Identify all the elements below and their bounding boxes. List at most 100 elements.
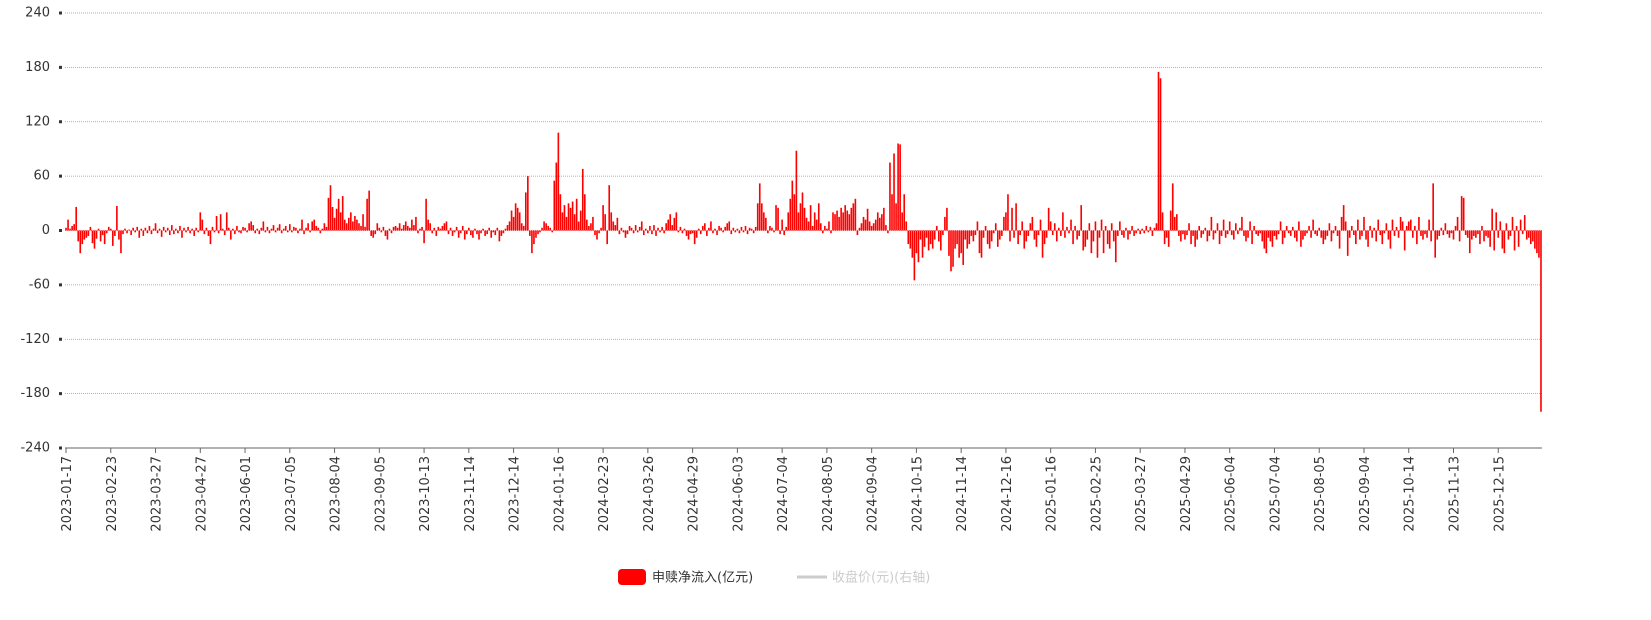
bar — [101, 230, 104, 236]
bar — [1051, 230, 1054, 236]
bar — [899, 144, 901, 231]
bar — [793, 194, 796, 231]
bar — [1381, 230, 1384, 245]
bar — [551, 230, 554, 233]
bar — [1523, 215, 1526, 231]
bar — [1131, 225, 1133, 231]
bar — [225, 212, 228, 231]
bar — [850, 207, 853, 231]
bar — [583, 194, 586, 231]
bar — [508, 221, 511, 231]
legend-label[interactable]: 申赎净流入(亿元) — [652, 571, 753, 586]
bar — [1513, 230, 1516, 251]
bar — [1338, 230, 1341, 249]
bar — [903, 194, 906, 231]
bar — [1228, 221, 1231, 231]
bar — [270, 228, 273, 231]
bar — [1322, 230, 1325, 245]
bar — [854, 198, 857, 231]
bar — [1346, 230, 1349, 256]
bar — [1265, 230, 1268, 254]
x-tick-label: 2023-03-27 — [150, 456, 165, 532]
legend-swatch[interactable] — [618, 569, 646, 585]
bar — [822, 230, 824, 234]
bar — [1460, 196, 1463, 231]
bar — [1314, 230, 1316, 235]
bar — [474, 228, 476, 231]
bar — [89, 226, 92, 231]
bar — [771, 227, 773, 231]
y-tick-label: -120 — [20, 332, 50, 347]
bar — [783, 230, 785, 236]
bar — [288, 224, 291, 231]
bar — [933, 230, 936, 240]
bar — [970, 230, 973, 236]
bar — [958, 230, 960, 258]
bar — [1454, 225, 1457, 231]
bar — [1430, 230, 1432, 242]
bar — [1255, 230, 1257, 235]
bar — [704, 223, 706, 231]
bar — [1082, 230, 1085, 251]
bar — [746, 230, 749, 235]
legend-label[interactable]: 收盘价(元)(右轴) — [832, 570, 930, 586]
bar — [872, 223, 875, 231]
bar — [946, 207, 948, 231]
bar — [942, 230, 944, 236]
bar — [217, 230, 220, 234]
bar — [996, 230, 999, 247]
bar — [1139, 230, 1142, 235]
bar — [1119, 221, 1121, 231]
bar — [1275, 230, 1278, 240]
bar — [73, 224, 75, 231]
bar — [929, 230, 932, 245]
bar — [964, 230, 967, 240]
bar — [1456, 216, 1459, 231]
bar — [103, 230, 106, 245]
bar — [1135, 230, 1137, 234]
bar — [138, 230, 141, 238]
bar — [272, 225, 275, 231]
bar — [1163, 230, 1166, 245]
bar — [1426, 230, 1428, 238]
bar — [1464, 230, 1467, 236]
x-tick-label: 2025-08-05 — [1313, 456, 1328, 532]
bar — [1291, 226, 1294, 231]
bar — [630, 227, 633, 231]
bar — [940, 230, 942, 251]
bar — [1110, 223, 1113, 231]
bar — [1438, 230, 1441, 236]
bar — [1047, 207, 1050, 231]
bar — [1106, 230, 1109, 245]
bar — [992, 230, 995, 234]
bar — [240, 230, 242, 234]
bar — [789, 198, 792, 231]
bar — [1363, 216, 1365, 231]
bar — [915, 230, 918, 254]
bar — [1377, 219, 1380, 231]
bar — [712, 230, 714, 234]
bar — [1129, 230, 1131, 235]
bar — [734, 230, 737, 233]
bar — [1084, 230, 1087, 247]
bar — [1165, 230, 1168, 238]
bar — [1194, 230, 1196, 247]
bar — [366, 198, 368, 231]
bar — [1407, 221, 1410, 231]
bar — [510, 210, 513, 231]
bar — [1108, 230, 1111, 249]
bar — [187, 226, 189, 231]
bar — [1043, 230, 1046, 245]
bar — [1538, 230, 1540, 258]
bar — [1529, 230, 1532, 245]
bar — [891, 194, 893, 231]
bar — [876, 212, 879, 231]
bar — [553, 180, 556, 231]
bar — [773, 230, 775, 233]
bar — [368, 190, 370, 231]
bar — [177, 230, 179, 234]
bar — [148, 225, 151, 231]
bar — [972, 230, 975, 242]
bar — [807, 221, 810, 231]
bar — [803, 207, 806, 231]
